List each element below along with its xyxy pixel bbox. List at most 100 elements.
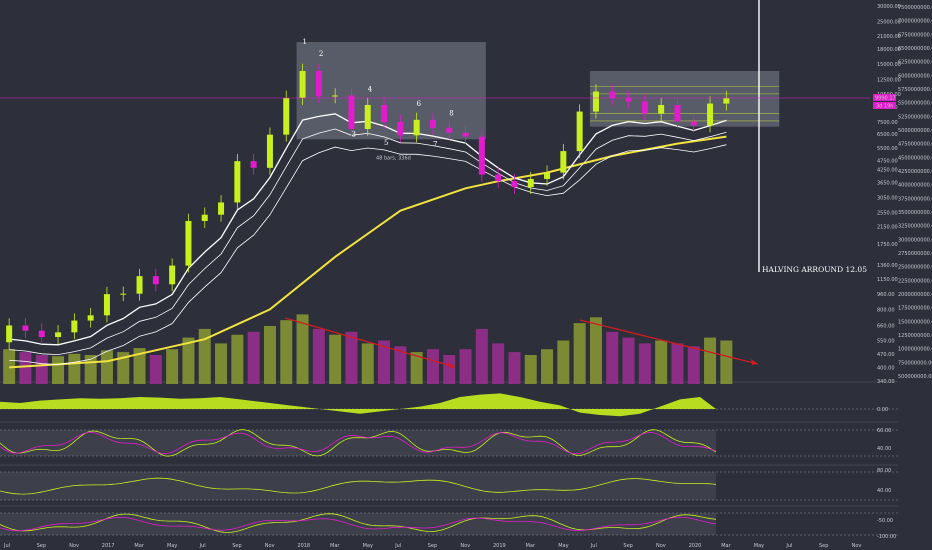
volume-bar	[541, 349, 554, 384]
candle-body	[429, 119, 436, 128]
wave-labels: 1 2 3 4 5 6 7 8 48 bars, 336d	[303, 38, 454, 161]
osc3-line	[0, 477, 717, 495]
osc2-band	[0, 430, 716, 456]
volume-bar	[557, 340, 570, 384]
time-axis: Jul Sep Nov 2017 Mar May Jul Sep Nov 2018 Mar May Ju…	[3, 543, 861, 549]
candle-body	[103, 294, 110, 316]
volume-bar	[182, 337, 195, 384]
volume-tick-label: 2750000000.00	[898, 251, 932, 257]
time-tick-label: Mar	[721, 543, 731, 549]
volume-bars	[3, 314, 733, 384]
volume-tick-label: 5750000000.00	[898, 87, 932, 93]
price-tick-label: 4250.00	[877, 168, 898, 174]
volume-tick-label: 1000000000.00	[898, 347, 932, 353]
candle-body	[266, 134, 273, 168]
candle-body	[658, 104, 665, 114]
candle-body	[250, 161, 257, 168]
time-tick-label: Nov	[852, 543, 862, 549]
candle-body	[690, 121, 697, 126]
volume-tick-label: 4250000000.00	[898, 169, 932, 175]
wave-label: 4	[368, 86, 373, 94]
volume-bar	[133, 348, 146, 384]
volume-tick-label: 2000000000.00	[898, 292, 932, 298]
candle-body	[71, 320, 78, 333]
candle-body	[136, 276, 143, 294]
volume-downtrend-arrow-2018	[284, 317, 456, 368]
price-tick-label: 1150.00	[877, 277, 898, 283]
candle-body	[576, 111, 583, 152]
time-tick-label: Jul	[590, 543, 597, 549]
volume-bar	[394, 346, 407, 384]
volume-bar	[247, 331, 260, 384]
volume-tick-label: 6750000000.00	[898, 32, 932, 38]
consolidation-zones	[296, 42, 780, 140]
candle-body	[707, 103, 714, 126]
time-tick-label: Mar	[330, 543, 340, 549]
time-tick-label: Nov	[69, 543, 79, 549]
candle-body	[609, 91, 616, 98]
volume-bar	[671, 343, 684, 384]
time-tick-label: Mar	[526, 543, 536, 549]
candle-body	[87, 315, 94, 321]
volume-tick-label: 5000000000.00	[898, 128, 932, 134]
price-tick-label: 400.00	[877, 365, 895, 371]
volume-bar	[426, 349, 439, 384]
volume-tick-label: 1250000000.00	[898, 333, 932, 339]
current-price-label: 9990.17	[875, 96, 896, 102]
osc2-tick-label: 40.00	[877, 446, 891, 452]
ma-short-line	[9, 144, 727, 365]
volume-tick-label: 1750000000.00	[898, 306, 932, 312]
osc1-area	[0, 393, 716, 417]
osc1-tick-label: 0.00	[877, 407, 888, 413]
candle-body	[592, 91, 599, 112]
time-tick-label: 2018	[297, 543, 310, 549]
volume-tick-label: 4500000000.00	[898, 155, 932, 161]
price-tick-label: 2550.00	[877, 210, 898, 216]
volume-tick-label: 1500000000.00	[898, 319, 932, 325]
candle-body	[201, 214, 208, 221]
price-tick-label: 3650.00	[877, 180, 898, 186]
volume-bar	[524, 355, 537, 384]
price-tick-label: 15000.00	[877, 62, 901, 68]
horizontal-levels	[589, 85, 780, 122]
volume-bar	[589, 317, 602, 384]
candle-body	[55, 332, 62, 338]
candle-body	[38, 330, 45, 338]
volume-tick-label: 4000000000.00	[898, 183, 932, 189]
volume-bar	[687, 346, 700, 384]
volume-tick-label: 3500000000.00	[898, 210, 932, 216]
current-price-countdown-bg	[873, 102, 896, 109]
volume-bar	[345, 331, 358, 384]
volume-tick-label: 3250000000.00	[898, 224, 932, 230]
volume-bar	[361, 343, 374, 384]
volume-bar	[231, 334, 244, 384]
volume-tick-label: 5500000000.00	[898, 101, 932, 107]
price-tick-label: 1750.00	[877, 242, 898, 248]
wave-label: 3	[351, 131, 355, 139]
wave-label: 5	[384, 139, 388, 147]
volume-bar	[492, 343, 505, 384]
halving-annotation: HALVING ARROUND 12.05	[762, 265, 867, 274]
candle-body	[495, 174, 502, 182]
volume-bar	[280, 320, 293, 384]
candle-body	[413, 119, 420, 136]
time-tick-label: 2019	[493, 543, 506, 549]
consolidation-zone	[296, 42, 486, 140]
osc4-tick-label: -50.00	[877, 518, 893, 524]
volume-bar	[19, 352, 32, 384]
volume-tick-label: 750000000.00	[898, 360, 932, 366]
volume-bar	[622, 337, 635, 384]
candle-body	[478, 136, 485, 175]
volume-bar	[378, 340, 391, 384]
volume-bar	[410, 352, 423, 384]
volume-tick-label: 7500000000.00	[898, 5, 932, 11]
wave-label: 7	[433, 140, 437, 148]
volume-bar	[508, 352, 521, 384]
volume-trend-arrows	[284, 317, 759, 368]
volume-bar	[459, 349, 472, 384]
volume-bar	[329, 334, 342, 384]
current-price-label-bg	[873, 94, 896, 101]
time-tick-label: Sep	[623, 543, 632, 549]
volume-bar	[720, 340, 733, 384]
volume-bar	[215, 343, 228, 384]
